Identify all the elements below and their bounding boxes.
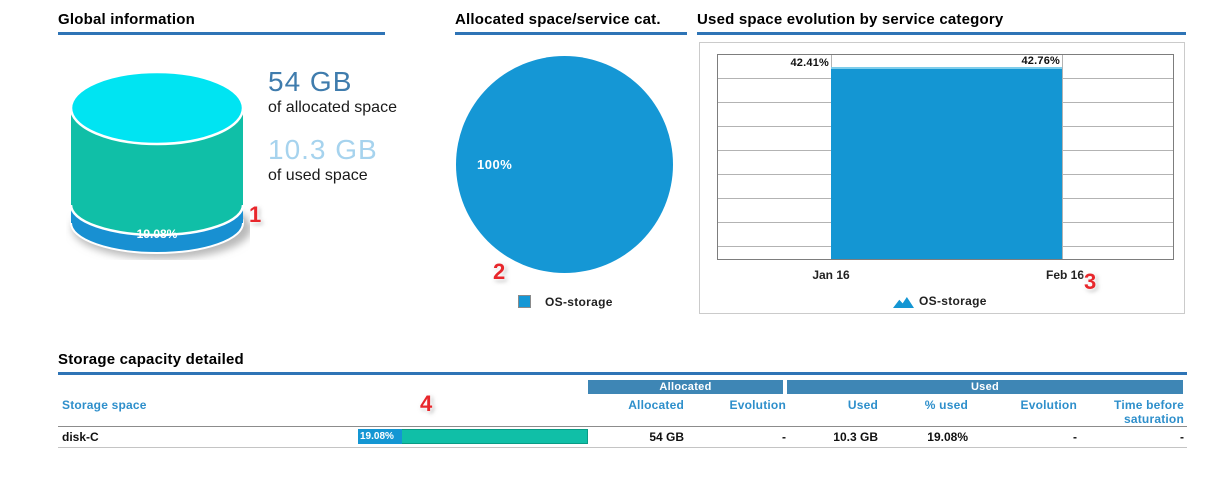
row-allocated-evolution: - (782, 430, 786, 444)
row-used-value: 10.3 GB (833, 430, 878, 444)
cylinder-chart: 19.08% (69, 70, 252, 259)
column-header-evolution-used: Evolution (1020, 398, 1077, 412)
section-title-text: Allocated space/service cat. (455, 11, 661, 28)
column-header-storage-space: Storage space (62, 398, 147, 412)
usage-bar-label: 19.08% (360, 431, 394, 442)
annotation-marker-1: 1 (249, 202, 262, 227)
gridline-feb16 (1062, 55, 1063, 259)
x-axis-tick-jan16: Jan 16 (812, 268, 850, 282)
annotation-marker-3: 3 (1084, 269, 1097, 294)
section-title-text: Storage capacity detailed (58, 351, 244, 368)
cylinder-used-pct-label: 19.08% (137, 227, 178, 241)
section-title-text: Global information (58, 11, 195, 28)
storage-cylinder-gauge[interactable]: 19.08% (66, 58, 252, 260)
table-group-header-allocated: Allocated (588, 380, 783, 394)
row-pct-used: 19.08% (927, 430, 968, 444)
allocated-space-value: 54 GB (268, 66, 353, 97)
data-label-start: 42.41% (790, 57, 829, 69)
table-row-divider (58, 447, 1187, 448)
table-group-header-used: Used (787, 380, 1183, 394)
usage-bar-fill: 19.08% (358, 429, 402, 444)
allocated-pie-chart[interactable] (456, 56, 673, 273)
used-space-caption: of used space (268, 167, 368, 184)
row-time-before-saturation: - (1180, 430, 1184, 444)
column-header-evolution-allocated: Evolution (729, 398, 786, 412)
row-storage-space-name: disk-C (62, 430, 99, 444)
section-title-global-information: Global information (58, 11, 385, 35)
annotation-marker-4: 4 (420, 391, 433, 416)
x-axis-tick-feb16: Feb 16 (1045, 268, 1084, 282)
annotation-marker-2: 2 (493, 259, 506, 284)
section-title-storage-capacity: Storage capacity detailed (58, 351, 1187, 375)
pie-legend-label: OS-storage (545, 295, 613, 309)
table-header-divider (58, 426, 1187, 427)
row-usage-bar: 19.08% (358, 429, 588, 444)
allocated-space-caption: of allocated space (268, 99, 397, 116)
pie-legend-swatch-icon (518, 295, 531, 308)
data-label-end: 42.76% (1021, 55, 1060, 67)
area-series-os-storage[interactable] (831, 67, 1062, 259)
row-allocated-value: 54 GB (649, 430, 684, 444)
area-series-legend-icon (893, 297, 914, 308)
row-used-evolution: - (1073, 430, 1077, 444)
section-title-allocated-space: Allocated space/service cat. (455, 11, 687, 35)
evolution-chart-container: 42.41% 42.76% (699, 42, 1185, 314)
used-space-value: 10.3 GB (268, 134, 378, 165)
section-title-text: Used space evolution by service category (697, 11, 1004, 28)
evolution-plot-area: 42.41% 42.76% (717, 54, 1174, 260)
evolution-legend-label: OS-storage (919, 294, 987, 308)
pie-slice-label: 100% (477, 157, 513, 172)
section-title-used-space-evolution: Used space evolution by service category (697, 11, 1186, 35)
cylinder-top-face (69, 70, 245, 146)
column-header-used: Used (847, 398, 878, 412)
column-header-time-before-saturation: Time before saturation (1114, 398, 1184, 426)
column-header-pct-used: % used (924, 398, 968, 412)
column-header-allocated: Allocated (628, 398, 684, 412)
